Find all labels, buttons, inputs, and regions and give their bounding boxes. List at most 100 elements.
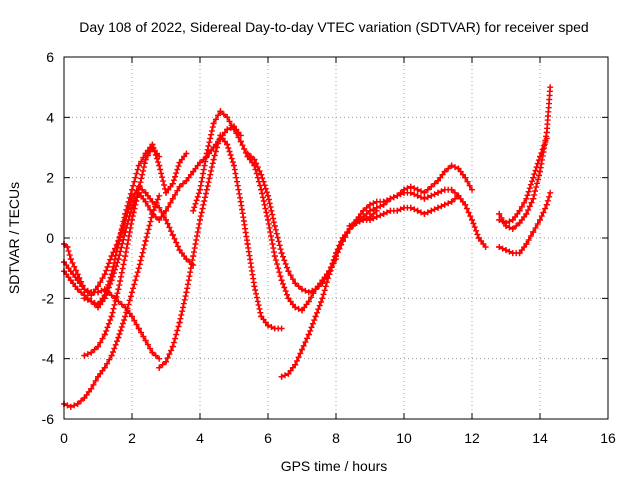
data-point — [367, 201, 373, 208]
data-point — [537, 153, 543, 160]
data-point — [537, 168, 543, 175]
data-point — [448, 162, 455, 169]
data-point — [81, 394, 88, 401]
data-point — [176, 247, 183, 254]
data-point — [509, 216, 516, 223]
data-point — [237, 138, 244, 145]
data-point — [244, 150, 251, 157]
data-point — [169, 195, 176, 202]
x-axis-label: GPS time / hours — [281, 458, 388, 474]
data-point — [265, 192, 271, 199]
data-point — [265, 322, 271, 329]
data-point — [373, 213, 380, 220]
data-point — [129, 186, 135, 193]
data-point — [64, 244, 71, 250]
data-point — [516, 219, 523, 226]
data-point — [67, 256, 74, 263]
data-point — [88, 298, 95, 305]
data-point — [509, 250, 516, 257]
data-point — [115, 286, 122, 293]
data-point — [292, 280, 299, 287]
data-point — [428, 192, 435, 199]
data-point — [224, 126, 231, 133]
y-tick-label: 6 — [46, 49, 54, 65]
data-point — [547, 189, 554, 196]
data-point — [129, 289, 135, 296]
data-point — [441, 186, 448, 193]
data-point — [217, 108, 224, 115]
data-point — [496, 216, 503, 223]
x-tick-label: 6 — [264, 430, 272, 446]
data-point — [251, 156, 258, 163]
data-point — [367, 216, 373, 223]
data-point — [183, 177, 190, 184]
data-point — [231, 126, 237, 133]
x-tick-label: 12 — [464, 430, 480, 446]
data-point — [197, 159, 203, 166]
data-point — [373, 198, 380, 205]
data-series — [190, 108, 339, 314]
data-point — [149, 144, 156, 151]
data-point — [547, 84, 554, 91]
data-point — [299, 286, 305, 293]
data-point — [475, 235, 482, 241]
data-point — [414, 186, 421, 193]
data-point — [156, 162, 163, 169]
data-point — [448, 198, 455, 205]
data-point — [142, 238, 149, 244]
data-point — [81, 352, 88, 359]
data-point — [367, 207, 373, 214]
data-point — [129, 216, 135, 223]
data-point — [74, 400, 81, 407]
data-point — [373, 204, 380, 211]
data-point — [285, 268, 292, 275]
data-point — [95, 301, 101, 308]
data-point — [543, 201, 550, 208]
data-point — [299, 307, 305, 314]
data-point — [101, 292, 108, 299]
data-series — [496, 135, 550, 226]
data-point — [285, 295, 292, 302]
data-point — [135, 186, 142, 193]
x-tick-label: 2 — [128, 430, 136, 446]
y-tick-label: -4 — [42, 351, 55, 367]
data-point — [203, 150, 210, 157]
data-point — [537, 216, 543, 223]
data-point — [523, 210, 530, 217]
data-point — [421, 189, 428, 196]
data-point — [244, 241, 251, 247]
data-point — [108, 271, 115, 278]
data-point — [462, 174, 469, 181]
data-point — [421, 210, 428, 217]
x-tick-label: 4 — [196, 430, 204, 446]
data-point — [258, 171, 265, 178]
data-point — [312, 286, 319, 293]
data-point — [176, 319, 183, 326]
data-point — [190, 253, 197, 260]
data-point — [197, 186, 203, 193]
grid-lines — [64, 57, 608, 419]
data-point — [210, 156, 217, 163]
data-point — [115, 241, 122, 247]
y-tick-label: 2 — [46, 170, 54, 186]
data-point — [183, 150, 190, 157]
data-point — [122, 210, 129, 217]
data-point — [265, 216, 271, 223]
data-point — [509, 225, 516, 232]
x-tick-label: 10 — [396, 430, 412, 446]
data-point — [469, 216, 475, 223]
data-point — [394, 207, 401, 214]
data-point — [224, 114, 231, 121]
data-point — [305, 331, 312, 338]
x-tick-label: 14 — [532, 430, 548, 446]
y-tick-label: -2 — [42, 290, 55, 306]
data-point — [516, 207, 523, 214]
data-point — [81, 295, 88, 302]
data-point — [271, 253, 278, 260]
data-point — [292, 361, 299, 368]
data-point — [135, 162, 142, 169]
data-point — [129, 313, 135, 320]
data-point — [530, 174, 537, 181]
